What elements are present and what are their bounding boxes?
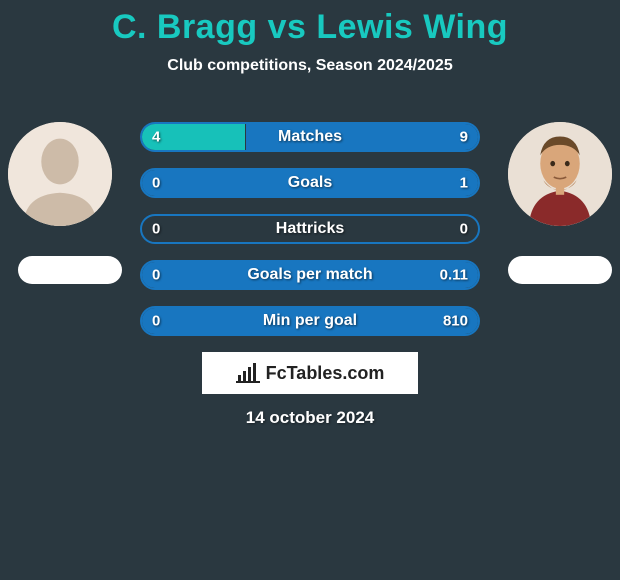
avatar-right-player (508, 122, 612, 226)
stat-row-hattricks: 0 Hattricks 0 (140, 214, 480, 244)
stat-label: Goals per match (247, 266, 372, 284)
stat-label: Min per goal (263, 312, 357, 330)
stat-label: Goals (288, 174, 332, 192)
club-badge-left (18, 256, 122, 284)
attribution-text: FcTables.com (266, 363, 385, 384)
stat-left-value: 0 (152, 221, 160, 238)
date-label: 14 october 2024 (246, 408, 375, 428)
attribution-badge: FcTables.com (202, 352, 418, 394)
stat-right-value: 9 (460, 129, 468, 146)
bar-chart-icon (236, 363, 260, 383)
stat-row-goals-per-match: 0 Goals per match 0.11 (140, 260, 480, 290)
stat-row-min-per-goal: 0 Min per goal 810 (140, 306, 480, 336)
stat-right-value: 810 (443, 313, 468, 330)
stat-left-value: 0 (152, 313, 160, 330)
stat-right-value: 0.11 (440, 267, 468, 284)
club-badge-right (508, 256, 612, 284)
subtitle: Club competitions, Season 2024/2025 (0, 57, 620, 75)
stat-left-value: 0 (152, 267, 160, 284)
stat-row-matches: 4 Matches 9 (140, 122, 480, 152)
stat-right-value: 0 (460, 221, 468, 238)
avatar-left-player (8, 122, 112, 226)
stat-label: Hattricks (276, 220, 344, 238)
page-title: C. Bragg vs Lewis Wing (0, 0, 620, 47)
stat-label: Matches (278, 128, 342, 146)
stat-left-value: 4 (152, 129, 160, 146)
stat-left-value: 0 (152, 175, 160, 192)
stat-right-value: 1 (460, 175, 468, 192)
stat-row-goals: 0 Goals 1 (140, 168, 480, 198)
silhouette-icon (8, 122, 112, 226)
stats-bars: 4 Matches 9 0 Goals 1 0 Hattricks 0 0 Go… (140, 122, 480, 352)
player-portrait-icon (508, 122, 612, 226)
